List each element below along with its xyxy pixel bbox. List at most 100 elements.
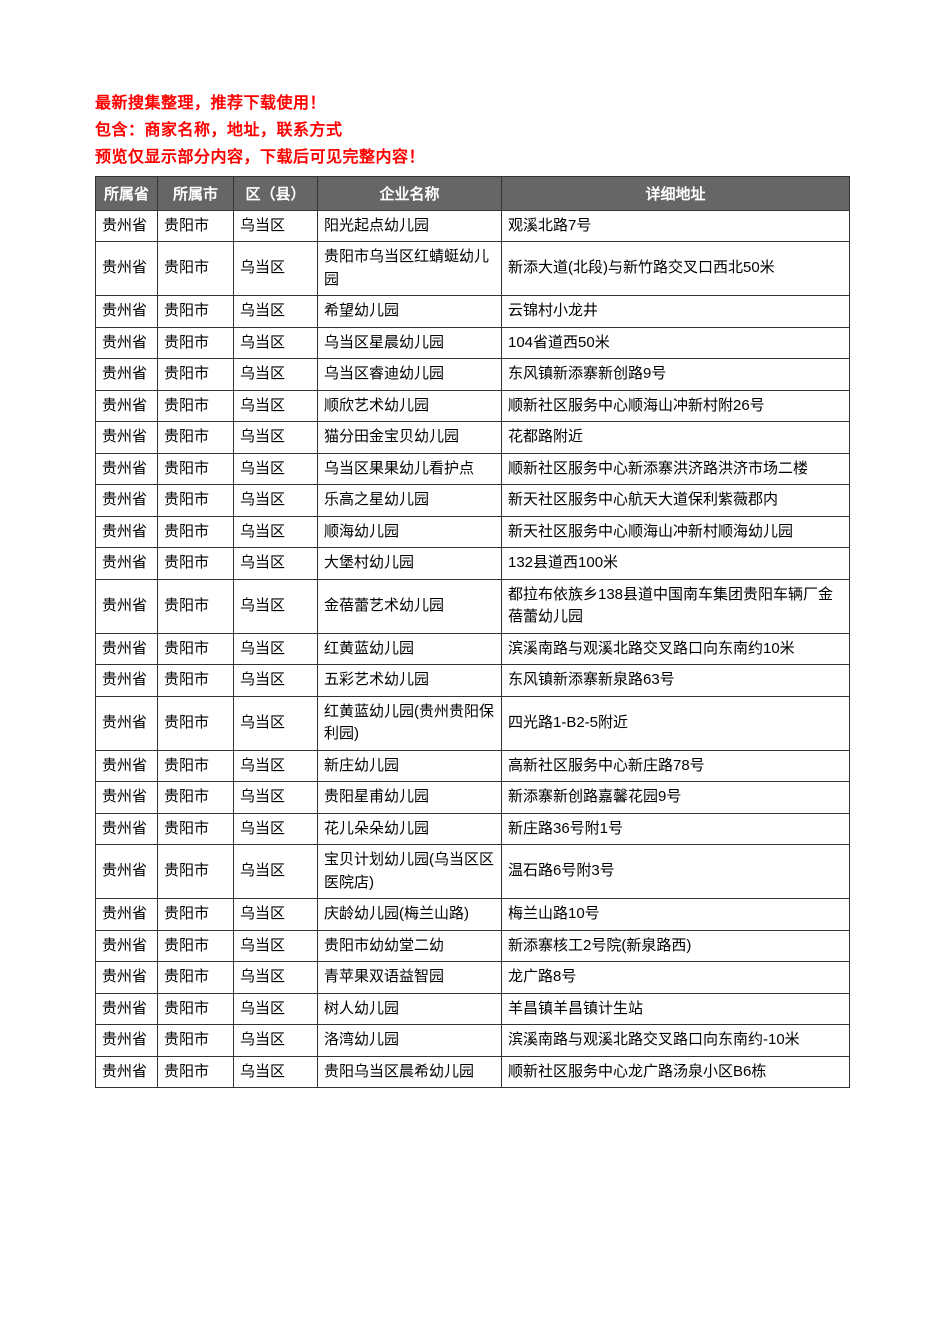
cell-address: 新庄路36号附1号 — [502, 813, 850, 845]
cell-city: 贵阳市 — [158, 327, 234, 359]
cell-address: 东风镇新添寨新创路9号 — [502, 359, 850, 391]
cell-district: 乌当区 — [234, 899, 318, 931]
cell-name: 青苹果双语益智园 — [318, 962, 502, 994]
cell-city: 贵阳市 — [158, 242, 234, 296]
cell-address: 高新社区服务中心新庄路78号 — [502, 750, 850, 782]
cell-district: 乌当区 — [234, 242, 318, 296]
cell-name: 洛湾幼儿园 — [318, 1025, 502, 1057]
cell-city: 贵阳市 — [158, 696, 234, 750]
cell-name: 花儿朵朵幼儿园 — [318, 813, 502, 845]
cell-address: 新添寨新创路嘉馨花园9号 — [502, 782, 850, 814]
table-row: 贵州省贵阳市乌当区五彩艺术幼儿园东风镇新添寨新泉路63号 — [96, 665, 850, 697]
cell-address: 新天社区服务中心航天大道保利紫薇郡内 — [502, 485, 850, 517]
cell-name: 大堡村幼儿园 — [318, 548, 502, 580]
table-row: 贵州省贵阳市乌当区新庄幼儿园高新社区服务中心新庄路78号 — [96, 750, 850, 782]
cell-name: 猫分田金宝贝幼儿园 — [318, 422, 502, 454]
cell-address: 新天社区服务中心顺海山冲新村顺海幼儿园 — [502, 516, 850, 548]
cell-address: 龙广路8号 — [502, 962, 850, 994]
cell-province: 贵州省 — [96, 750, 158, 782]
table-row: 贵州省贵阳市乌当区洛湾幼儿园滨溪南路与观溪北路交叉路口向东南约-10米 — [96, 1025, 850, 1057]
cell-city: 贵阳市 — [158, 813, 234, 845]
cell-city: 贵阳市 — [158, 962, 234, 994]
cell-city: 贵阳市 — [158, 296, 234, 328]
col-header-city: 所属市 — [158, 176, 234, 210]
cell-address: 四光路1-B2-5附近 — [502, 696, 850, 750]
cell-province: 贵州省 — [96, 633, 158, 665]
cell-province: 贵州省 — [96, 516, 158, 548]
cell-city: 贵阳市 — [158, 845, 234, 899]
table-header-row: 所属省 所属市 区（县） 企业名称 详细地址 — [96, 176, 850, 210]
cell-name: 乐高之星幼儿园 — [318, 485, 502, 517]
cell-address: 东风镇新添寨新泉路63号 — [502, 665, 850, 697]
cell-name: 红黄蓝幼儿园 — [318, 633, 502, 665]
table-row: 贵州省贵阳市乌当区花儿朵朵幼儿园新庄路36号附1号 — [96, 813, 850, 845]
cell-district: 乌当区 — [234, 485, 318, 517]
cell-province: 贵州省 — [96, 359, 158, 391]
intro-line-3: 预览仅显示部分内容，下载后可见完整内容！ — [95, 144, 850, 171]
cell-city: 贵阳市 — [158, 485, 234, 517]
cell-province: 贵州省 — [96, 899, 158, 931]
table-row: 贵州省贵阳市乌当区阳光起点幼儿园观溪北路7号 — [96, 210, 850, 242]
cell-province: 贵州省 — [96, 696, 158, 750]
table-row: 贵州省贵阳市乌当区顺海幼儿园新天社区服务中心顺海山冲新村顺海幼儿园 — [96, 516, 850, 548]
cell-province: 贵州省 — [96, 327, 158, 359]
cell-city: 贵阳市 — [158, 453, 234, 485]
intro-line-1: 最新搜集整理，推荐下载使用！ — [95, 90, 850, 117]
cell-province: 贵州省 — [96, 242, 158, 296]
cell-name: 阳光起点幼儿园 — [318, 210, 502, 242]
cell-province: 贵州省 — [96, 453, 158, 485]
cell-province: 贵州省 — [96, 813, 158, 845]
cell-name: 贵阳市幼幼堂二幼 — [318, 930, 502, 962]
cell-district: 乌当区 — [234, 1025, 318, 1057]
cell-province: 贵州省 — [96, 993, 158, 1025]
cell-city: 贵阳市 — [158, 422, 234, 454]
cell-province: 贵州省 — [96, 422, 158, 454]
cell-name: 希望幼儿园 — [318, 296, 502, 328]
cell-address: 羊昌镇羊昌镇计生站 — [502, 993, 850, 1025]
cell-address: 观溪北路7号 — [502, 210, 850, 242]
cell-district: 乌当区 — [234, 665, 318, 697]
cell-district: 乌当区 — [234, 845, 318, 899]
cell-province: 贵州省 — [96, 1025, 158, 1057]
cell-district: 乌当区 — [234, 210, 318, 242]
cell-city: 贵阳市 — [158, 750, 234, 782]
table-row: 贵州省贵阳市乌当区青苹果双语益智园龙广路8号 — [96, 962, 850, 994]
cell-district: 乌当区 — [234, 782, 318, 814]
intro-line-2: 包含：商家名称，地址，联系方式 — [95, 117, 850, 144]
cell-district: 乌当区 — [234, 296, 318, 328]
cell-district: 乌当区 — [234, 993, 318, 1025]
cell-district: 乌当区 — [234, 633, 318, 665]
cell-city: 贵阳市 — [158, 210, 234, 242]
cell-district: 乌当区 — [234, 548, 318, 580]
cell-address: 梅兰山路10号 — [502, 899, 850, 931]
table-row: 贵州省贵阳市乌当区宝贝计划幼儿园(乌当区区医院店)温石路6号附3号 — [96, 845, 850, 899]
cell-province: 贵州省 — [96, 962, 158, 994]
cell-name: 五彩艺术幼儿园 — [318, 665, 502, 697]
cell-province: 贵州省 — [96, 930, 158, 962]
cell-city: 贵阳市 — [158, 390, 234, 422]
cell-address: 新添寨核工2号院(新泉路西) — [502, 930, 850, 962]
table-row: 贵州省贵阳市乌当区乌当区果果幼儿看护点顺新社区服务中心新添寨洪济路洪济市场二楼 — [96, 453, 850, 485]
cell-district: 乌当区 — [234, 750, 318, 782]
cell-district: 乌当区 — [234, 327, 318, 359]
table-row: 贵州省贵阳市乌当区乌当区星晨幼儿园104省道西50米 — [96, 327, 850, 359]
cell-name: 顺海幼儿园 — [318, 516, 502, 548]
table-row: 贵州省贵阳市乌当区贵阳市幼幼堂二幼新添寨核工2号院(新泉路西) — [96, 930, 850, 962]
cell-province: 贵州省 — [96, 665, 158, 697]
cell-address: 顺新社区服务中心新添寨洪济路洪济市场二楼 — [502, 453, 850, 485]
cell-district: 乌当区 — [234, 390, 318, 422]
table-row: 贵州省贵阳市乌当区贵阳乌当区晨希幼儿园顺新社区服务中心龙广路汤泉小区B6栋 — [96, 1056, 850, 1088]
cell-province: 贵州省 — [96, 485, 158, 517]
cell-city: 贵阳市 — [158, 359, 234, 391]
cell-address: 顺新社区服务中心龙广路汤泉小区B6栋 — [502, 1056, 850, 1088]
cell-city: 贵阳市 — [158, 665, 234, 697]
table-row: 贵州省贵阳市乌当区红黄蓝幼儿园(贵州贵阳保利园)四光路1-B2-5附近 — [96, 696, 850, 750]
table-row: 贵州省贵阳市乌当区猫分田金宝贝幼儿园花都路附近 — [96, 422, 850, 454]
cell-city: 贵阳市 — [158, 899, 234, 931]
table-row: 贵州省贵阳市乌当区大堡村幼儿园132县道西100米 — [96, 548, 850, 580]
cell-name: 贵阳市乌当区红蜻蜓幼儿园 — [318, 242, 502, 296]
table-row: 贵州省贵阳市乌当区贵阳星甫幼儿园新添寨新创路嘉馨花园9号 — [96, 782, 850, 814]
cell-name: 乌当区睿迪幼儿园 — [318, 359, 502, 391]
cell-city: 贵阳市 — [158, 1025, 234, 1057]
cell-city: 贵阳市 — [158, 516, 234, 548]
